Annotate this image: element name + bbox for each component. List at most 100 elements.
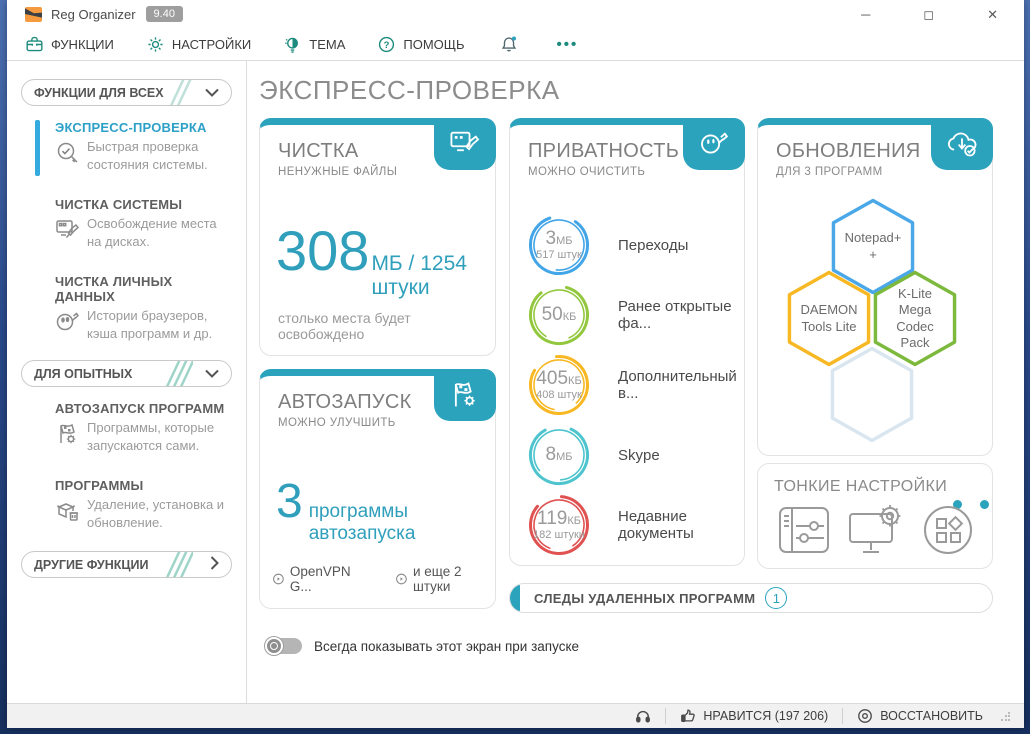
thumbs-up-icon <box>681 709 696 722</box>
card-cleanup[interactable]: ЧИСТКА НЕНУЖНЫЕ ФАЙЛЫ 308 МБ / 1254 штук… <box>259 118 496 356</box>
show-on-startup-toggle-row: Всегда показывать этот экран при запуске <box>265 637 580 655</box>
app-logo-icon <box>25 6 42 22</box>
lightbulb-icon <box>283 35 302 54</box>
autorun-more-entry[interactable]: и еще 2 штуки <box>395 564 485 594</box>
traces-accent-cap <box>510 584 520 612</box>
help-icon: ? <box>377 35 396 54</box>
card-subtitle: МОЖНО УЛУЧШИТЬ <box>278 417 396 429</box>
update-app-klite[interactable]: K-Lite Mega Codec Pack <box>872 269 958 368</box>
sidebar-group-functions-for-all[interactable]: ФУНКЦИИ ДЛЯ ВСЕХ <box>21 79 232 106</box>
restore-label: ВОССТАНОВИТЬ <box>880 709 983 723</box>
sidebar-item-private-data-cleanup[interactable]: ЧИСТКА ЛИЧНЫХ ДАННЫХ Истории браузеров, … <box>21 260 232 352</box>
statusbar-divider <box>842 708 844 724</box>
privacy-label: Ранее открытые фа... <box>618 298 732 332</box>
sidebar-item-desc: Быстрая проверка состояния системы. <box>87 139 208 172</box>
card-privacy[interactable]: ПРИВАТНОСТЬ МОЖНО ОЧИСТИТЬ 3 МБ 517 штук П… <box>509 118 745 566</box>
app-window: Reg Organizer 9.40 ─ ◻ ✕ ФУНКЦИИ НАСТРОЙ… <box>7 0 1024 728</box>
show-on-startup-toggle[interactable] <box>265 637 302 655</box>
update-app-name: K-Lite Mega Codec Pack <box>896 286 934 350</box>
settings-sliders-icon[interactable] <box>776 504 832 561</box>
sidebar-item-desc: Программы, которые запускаются сами. <box>87 420 215 453</box>
card-updates[interactable]: ОБНОВЛЕНИЯ ДЛЯ 3 ПРОГРАММ Notepad++ DAEM… <box>757 118 993 456</box>
close-button[interactable]: ✕ <box>987 6 998 22</box>
traces-label: СЛЕДЫ УДАЛЕННЫХ ПРОГРАММ <box>534 590 756 606</box>
apps-tweaks-icon[interactable] <box>920 504 976 561</box>
minimize-button[interactable]: ─ <box>861 6 871 22</box>
menu-functions[interactable]: ФУНКЦИИ <box>25 35 114 54</box>
gear-icon <box>146 35 165 54</box>
privacy-row-transitions[interactable]: 3 МБ 517 штук Переходы <box>528 214 688 276</box>
group-label: ДРУГИЕ ФУНКЦИИ <box>34 557 149 572</box>
group-label: ДЛЯ ОПЫТНЫХ <box>34 366 133 381</box>
sidebar-item-autorun[interactable]: АВТОЗАПУСК ПРОГРАММ Программы, которые з… <box>21 387 232 464</box>
traces-count-badge: 1 <box>765 587 788 609</box>
flag-gear-badge-icon <box>434 369 496 421</box>
magnifier-check-icon <box>57 142 78 163</box>
privacy-row-skype[interactable]: 8 МБ Skype <box>528 424 660 486</box>
autorun-app-name: OpenVPN G... <box>289 564 351 594</box>
restore-icon <box>858 709 873 723</box>
more-menu-button[interactable]: ••• <box>556 35 579 53</box>
status-bar: НРАВИТСЯ (197 206) ВОССТАНОВИТЬ <box>7 703 1024 728</box>
restore-button[interactable]: ВОССТАНОВИТЬ <box>843 704 997 728</box>
like-button[interactable]: НРАВИТСЯ (197 206) <box>666 704 842 728</box>
menu-theme[interactable]: ТЕМА <box>283 35 345 54</box>
autorun-more-icon <box>396 573 407 585</box>
sidebar-item-title: АВТОЗАПУСК ПРОГРАММ <box>55 401 225 417</box>
toggle-label: Всегда показывать этот экран при запуске <box>314 638 580 654</box>
statusbar-divider <box>665 708 667 724</box>
autorun-app-entry[interactable]: OpenVPN G... <box>272 564 359 594</box>
privacy-row-recent-files[interactable]: 50 КБ Ранее открытые фа... <box>528 284 744 346</box>
sidebar-group-other-functions[interactable]: ДРУГИЕ ФУНКЦИИ <box>21 551 232 579</box>
sidebar: ФУНКЦИИ ДЛЯ ВСЕХ ЭКСПРЕСС-ПРОВЕРКА Быстр… <box>7 61 247 703</box>
card-title: ЧИСТКА <box>278 140 359 162</box>
menu-settings[interactable]: НАСТРОЙКИ <box>146 35 251 54</box>
notification-dot <box>953 500 962 509</box>
app-title: Reg Organizer <box>51 6 136 22</box>
cleanup-size-unit: МБ / 1254 штуки <box>371 252 467 299</box>
chevron-down-icon <box>205 86 219 100</box>
sidebar-item-title: ПРОГРАММЫ <box>55 478 144 494</box>
resize-grip[interactable] <box>1001 711 1010 721</box>
sidebar-item-express-check[interactable]: ЭКСПРЕСС-ПРОВЕРКА Быстрая проверка состо… <box>21 106 232 183</box>
privacy-row-recent-docs[interactable]: 119 КБ 182 штуки Недавние документы <box>528 494 744 556</box>
headphones-icon <box>636 710 651 723</box>
chevron-right-icon <box>210 556 219 573</box>
autorun-more-label: и еще 2 штуки <box>413 564 462 594</box>
update-app-daemon[interactable]: DAEMON Tools Lite <box>786 269 872 368</box>
page-title: ЭКСПРЕСС-ПРОВЕРКА <box>259 75 560 105</box>
chevron-down-icon <box>205 367 219 381</box>
group-label: ФУНКЦИИ ДЛЯ ВСЕХ <box>34 85 164 100</box>
flag-gear-icon <box>60 424 76 444</box>
privacy-broom-badge-icon <box>683 118 745 170</box>
svg-text:?: ? <box>384 39 390 50</box>
card-tweaks[interactable]: ТОНКИЕ НАСТРОЙКИ <box>757 463 993 569</box>
traces-of-removed-programs-bar[interactable]: СЛЕДЫ УДАЛЕННЫХ ПРОГРАММ 1 <box>509 583 993 613</box>
update-app-notepad[interactable]: Notepad++ <box>830 197 916 296</box>
sidebar-item-programs[interactable]: ПРОГРАММЫ Удаление, установка и обновлен… <box>21 464 232 541</box>
card-autorun[interactable]: АВТОЗАПУСК МОЖНО УЛУЧШИТЬ 3 программы ав… <box>259 369 496 609</box>
sidebar-item-desc: Освобождение места на дисках. <box>87 216 217 249</box>
privacy-ring: 119 КБ 182 штуки <box>528 494 590 556</box>
privacy-ring: 8 МБ <box>528 424 590 486</box>
sidebar-item-title: ЭКСПРЕСС-ПРОВЕРКА <box>55 120 207 135</box>
notifications-bell[interactable] <box>499 34 519 54</box>
system-tweaks-icon[interactable] <box>846 502 908 563</box>
card-title: ОБНОВЛЕНИЯ <box>776 140 921 162</box>
menu-help[interactable]: ? ПОМОЩЬ <box>377 35 465 54</box>
maximize-button[interactable]: ◻ <box>923 6 935 22</box>
card-subtitle: НЕНУЖНЫЕ ФАЙЛЫ <box>278 166 398 178</box>
privacy-row-additional[interactable]: 405 КБ 408 штук Дополнительный в... <box>528 354 744 416</box>
privacy-label: Skype <box>618 446 660 464</box>
autorun-count-value: 3 <box>276 475 303 528</box>
sidebar-item-system-cleanup[interactable]: ЧИСТКА СИСТЕМЫ Освобождение места на дис… <box>21 183 232 260</box>
card-subtitle: МОЖНО ОЧИСТИТЬ <box>528 166 646 178</box>
card-subtitle: ДЛЯ 3 ПРОГРАММ <box>776 166 883 178</box>
stripes-decoration <box>159 552 195 578</box>
bell-icon <box>499 34 519 54</box>
version-badge: 9.40 <box>145 6 183 22</box>
monitor-broom-icon <box>56 220 80 239</box>
sidebar-group-advanced[interactable]: ДЛЯ ОПЫТНЫХ <box>21 360 232 388</box>
menu-theme-label: ТЕМА <box>309 36 346 52</box>
feedback-audio-button[interactable] <box>621 704 665 728</box>
